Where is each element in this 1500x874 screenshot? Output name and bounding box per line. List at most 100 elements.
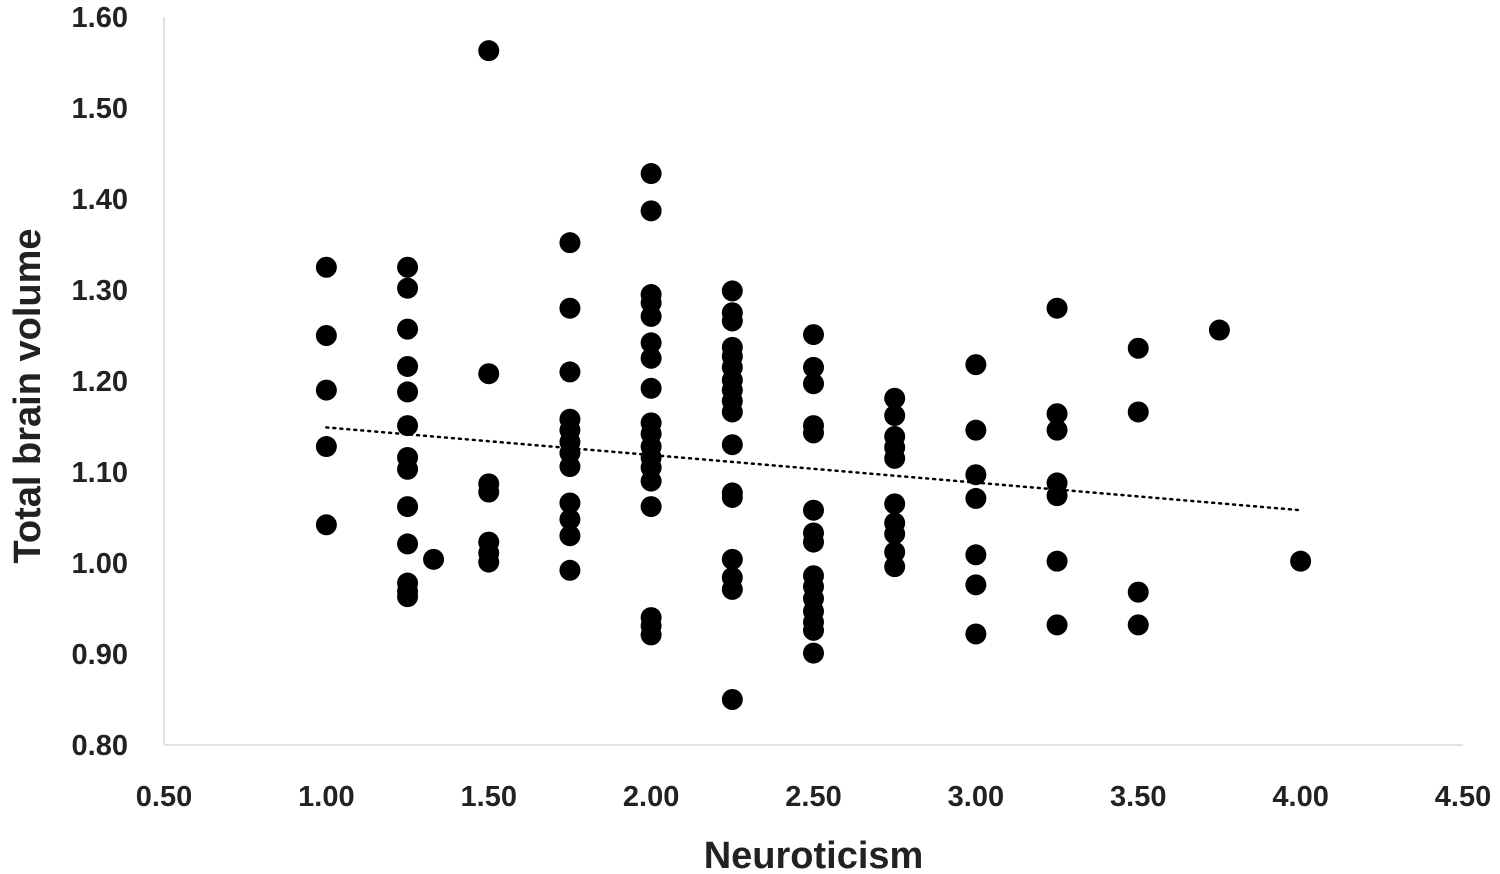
data-point bbox=[721, 548, 743, 570]
data-point bbox=[721, 486, 743, 508]
y-tick-label: 1.50 bbox=[72, 93, 128, 125]
data-point bbox=[397, 381, 419, 403]
x-axis-title: Neuroticism bbox=[704, 835, 924, 874]
data-point bbox=[803, 531, 824, 553]
y-tick-label: 0.80 bbox=[72, 730, 128, 762]
x-tick-label: 2.50 bbox=[785, 781, 841, 813]
data-point bbox=[559, 456, 581, 478]
data-point bbox=[478, 363, 500, 385]
data-point bbox=[640, 332, 662, 354]
data-point bbox=[965, 464, 987, 486]
data-point bbox=[478, 481, 500, 503]
data-point bbox=[423, 548, 445, 570]
data-point bbox=[803, 373, 824, 395]
data-point bbox=[315, 436, 337, 458]
data-point bbox=[965, 544, 987, 566]
trendline bbox=[325, 426, 1302, 512]
data-point bbox=[721, 310, 743, 332]
data-point bbox=[559, 525, 581, 547]
data-point bbox=[1046, 485, 1068, 507]
data-point bbox=[803, 356, 824, 378]
y-axis-ticks: 0.80 0.90 1.00 1.10 1.20 1.30 1.40 1.50 1.60 bbox=[72, 2, 128, 762]
data-point bbox=[1046, 297, 1068, 319]
y-tick-label: 0.90 bbox=[72, 639, 128, 671]
data-point bbox=[884, 447, 906, 469]
x-tick-label: 3.50 bbox=[1110, 781, 1166, 813]
x-tick-label: 1.00 bbox=[298, 781, 354, 813]
y-tick-label: 1.20 bbox=[72, 366, 128, 398]
data-point bbox=[721, 434, 743, 456]
data-point bbox=[640, 470, 662, 492]
data-point bbox=[965, 623, 987, 645]
data-point bbox=[884, 405, 906, 427]
data-point bbox=[559, 232, 581, 254]
data-point bbox=[803, 619, 824, 641]
data-point bbox=[640, 163, 662, 185]
data-point bbox=[315, 325, 337, 346]
data-point bbox=[397, 355, 419, 377]
data-point bbox=[640, 200, 662, 222]
data-point bbox=[965, 487, 987, 509]
data-point bbox=[803, 499, 824, 521]
data-point bbox=[884, 387, 906, 409]
y-axis-title: Total brain volume bbox=[7, 228, 49, 563]
data-point bbox=[884, 556, 906, 578]
data-point bbox=[397, 458, 419, 480]
x-tick-label: 3.00 bbox=[948, 781, 1004, 813]
data-point bbox=[559, 508, 581, 530]
data-point bbox=[397, 277, 419, 299]
data-point bbox=[478, 40, 500, 62]
data-point bbox=[397, 496, 419, 518]
data-point bbox=[965, 574, 987, 596]
x-tick-label: 0.50 bbox=[136, 781, 192, 813]
data-point bbox=[559, 297, 581, 319]
x-tick-label: 4.50 bbox=[1435, 781, 1491, 813]
data-point bbox=[397, 318, 419, 340]
data-point bbox=[397, 415, 419, 437]
data-point bbox=[721, 689, 743, 710]
y-tick-label: 1.00 bbox=[72, 548, 128, 580]
x-tick-label: 4.00 bbox=[1272, 781, 1328, 813]
data-point bbox=[1127, 614, 1149, 636]
data-point bbox=[721, 578, 743, 600]
data-point bbox=[1208, 319, 1230, 341]
data-point bbox=[884, 541, 906, 563]
data-point bbox=[803, 642, 824, 664]
data-point bbox=[721, 280, 743, 302]
data-point bbox=[315, 256, 337, 278]
data-point bbox=[315, 379, 337, 401]
data-point bbox=[803, 324, 824, 346]
data-point bbox=[559, 361, 581, 383]
data-point bbox=[1127, 401, 1149, 423]
x-tick-label: 2.00 bbox=[623, 781, 679, 813]
data-point bbox=[965, 419, 987, 441]
data-point bbox=[1046, 403, 1068, 425]
data-point bbox=[884, 493, 906, 515]
data-point bbox=[965, 354, 987, 376]
data-point bbox=[1127, 581, 1149, 603]
data-points bbox=[315, 40, 1312, 710]
y-tick-label: 1.60 bbox=[72, 2, 128, 34]
data-point bbox=[1046, 614, 1068, 636]
data-point bbox=[397, 533, 419, 555]
data-point bbox=[559, 492, 581, 514]
y-tick-label: 1.40 bbox=[72, 184, 128, 216]
data-point bbox=[884, 523, 906, 545]
data-point bbox=[559, 559, 581, 581]
y-tick-label: 1.10 bbox=[72, 457, 128, 489]
data-point bbox=[721, 401, 743, 423]
data-point bbox=[640, 624, 662, 646]
data-point bbox=[315, 514, 337, 536]
data-point bbox=[640, 305, 662, 327]
data-point bbox=[803, 422, 824, 444]
data-point bbox=[1290, 550, 1312, 572]
data-point bbox=[640, 496, 662, 518]
data-point bbox=[397, 256, 419, 278]
y-tick-label: 1.30 bbox=[72, 275, 128, 307]
data-point bbox=[1046, 550, 1068, 572]
data-point bbox=[397, 586, 419, 608]
x-tick-label: 1.50 bbox=[461, 781, 517, 813]
data-point bbox=[640, 377, 662, 399]
data-point bbox=[1046, 419, 1068, 441]
